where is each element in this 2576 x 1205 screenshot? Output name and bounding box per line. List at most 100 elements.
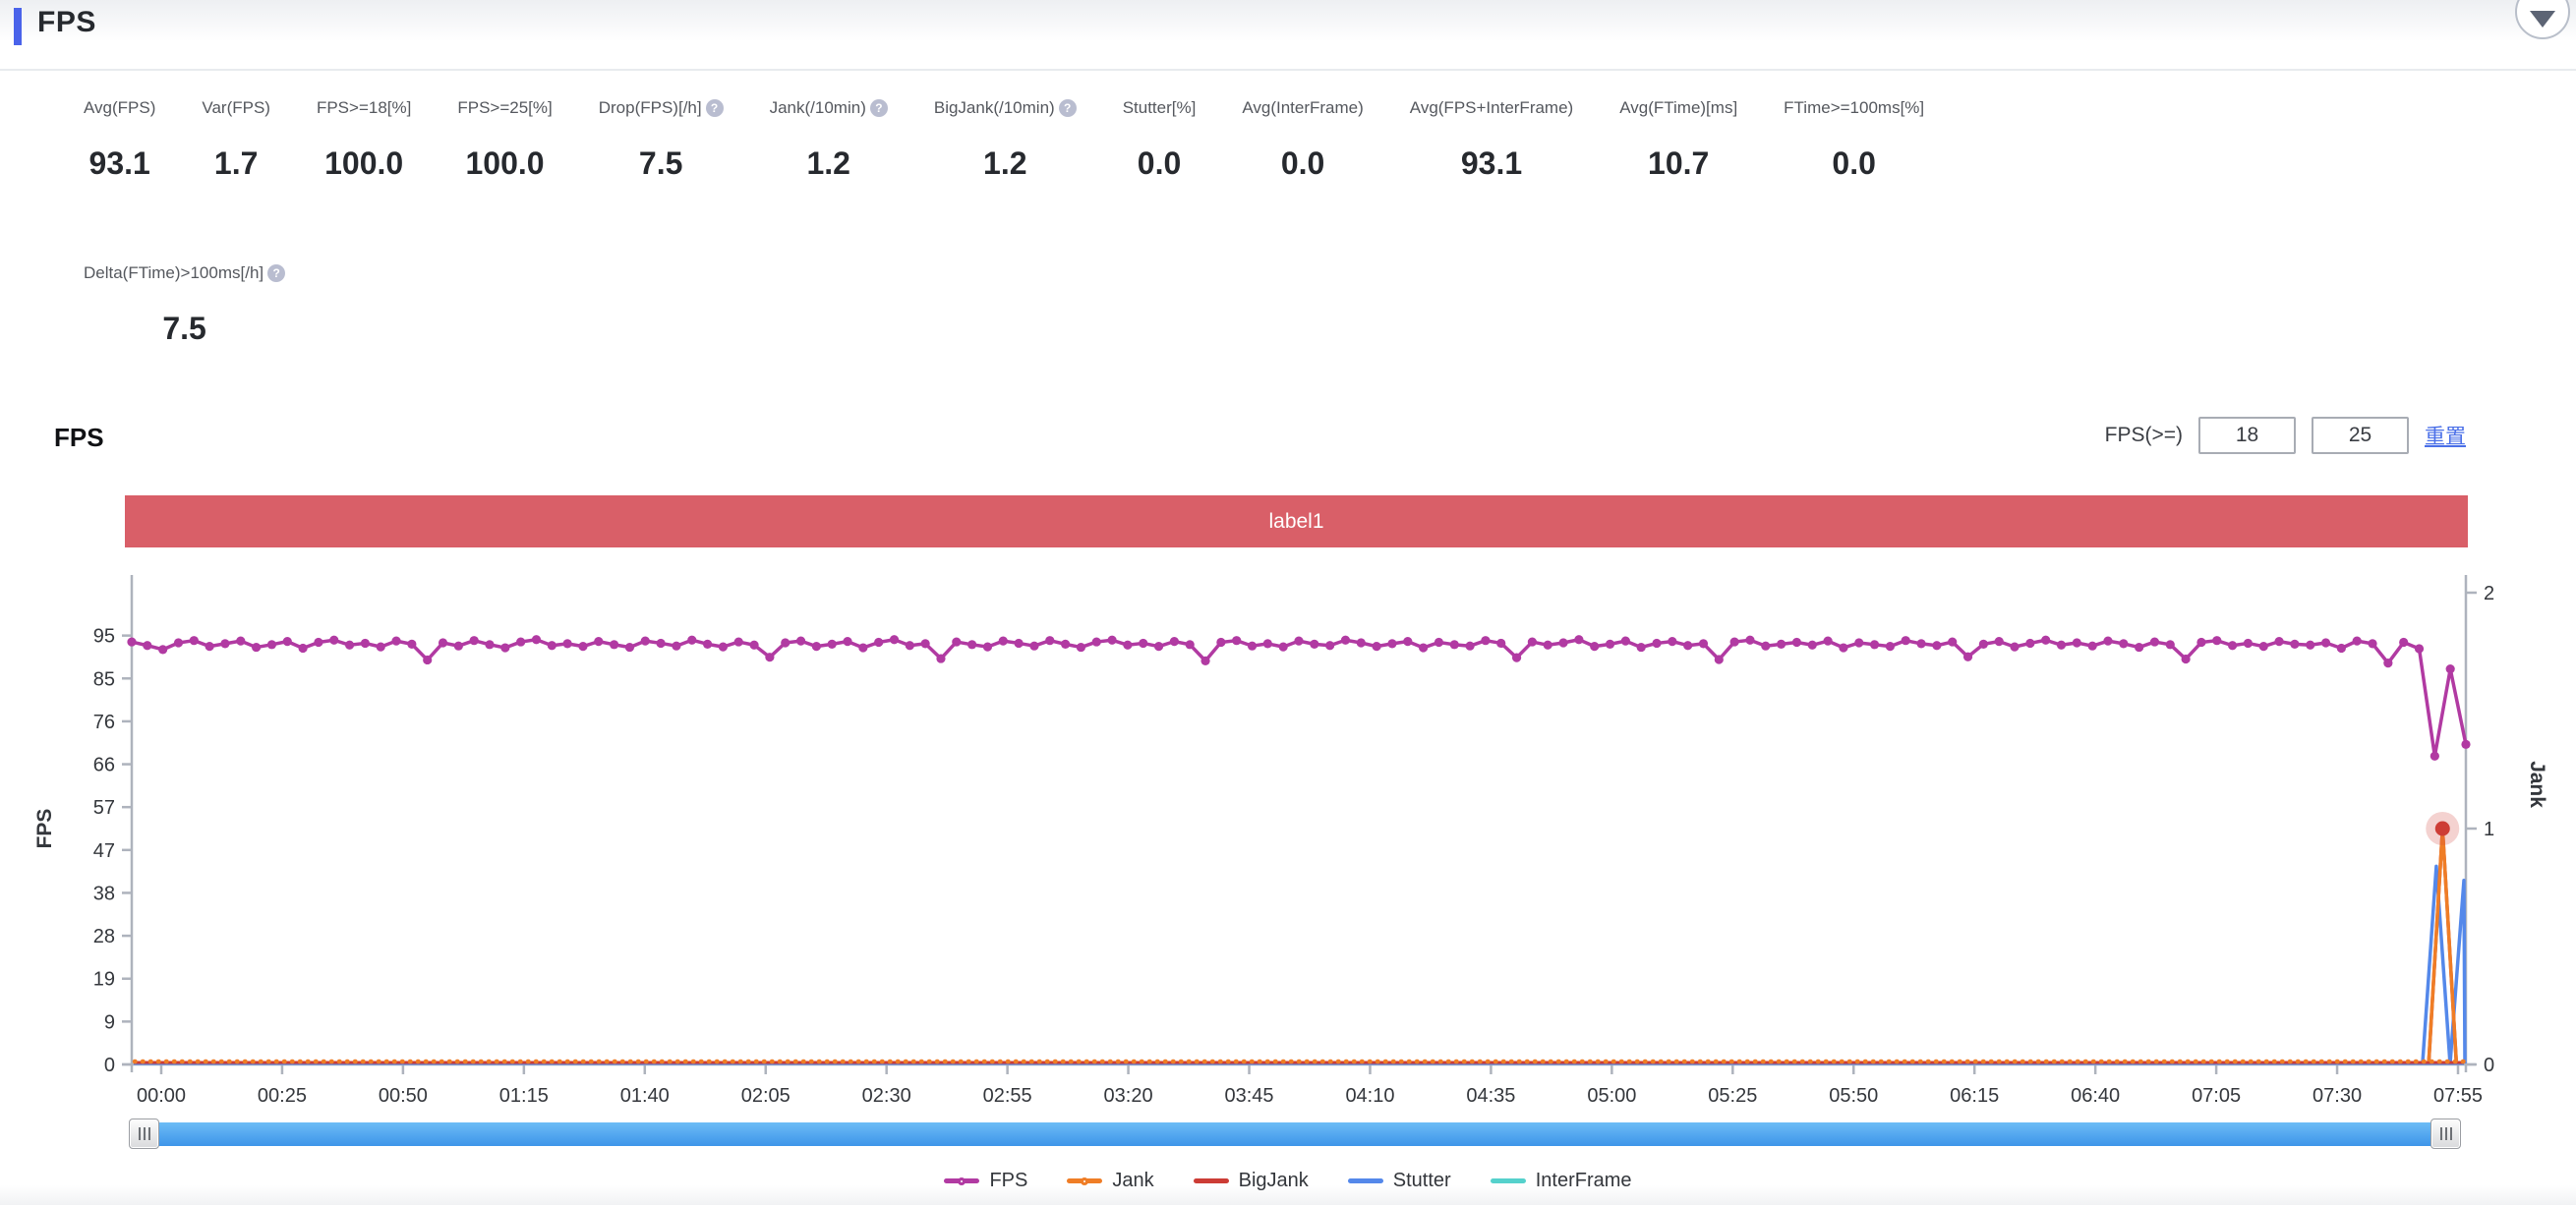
svg-text:03:20: 03:20 — [1104, 1085, 1153, 1107]
stat-value: 1.2 — [983, 145, 1027, 181]
legend-marker — [1067, 1176, 1103, 1185]
stat-value: 0.0 — [1137, 145, 1182, 181]
legend-item-jank[interactable]: Jank — [1067, 1170, 1154, 1192]
stat-item: Avg(FPS) 93.1 — [84, 98, 155, 182]
fps-line-chart[interactable]: 0 9 19 28 38 47 57 66 76 85 95 0 1 2 00:00 00:25 00:50 01… — [0, 570, 2576, 1119]
grip-icon — [2444, 1127, 2447, 1140]
grip-icon — [143, 1127, 146, 1140]
svg-text:04:35: 04:35 — [1466, 1085, 1515, 1107]
svg-text:00:50: 00:50 — [379, 1085, 428, 1107]
legend-marker — [1490, 1178, 1526, 1183]
legend-item-stutter[interactable]: Stutter — [1347, 1170, 1451, 1192]
stat-item: FTime>=100ms[%] 0.0 — [1784, 98, 1924, 182]
stat-value: 1.7 — [213, 145, 259, 181]
legend-dot — [958, 1176, 966, 1185]
svg-text:07:55: 07:55 — [2433, 1085, 2483, 1107]
stat-label: Avg(FTime)[ms] — [1619, 98, 1738, 117]
svg-text:1: 1 — [2484, 819, 2494, 840]
reset-link[interactable]: 重置 — [2425, 426, 2466, 448]
legend-marker — [944, 1176, 980, 1185]
section-title: FPS — [37, 6, 96, 38]
fps-threshold-controls: FPS(>=) 重置 — [2105, 417, 2466, 454]
svg-text:47: 47 — [93, 840, 115, 862]
legend-item-bigjank[interactable]: BigJank — [1193, 1170, 1309, 1192]
legend-label: Stutter — [1392, 1170, 1451, 1191]
bottom-gradient — [0, 1185, 2576, 1205]
stat-item: Avg(FTime)[ms] 10.7 — [1619, 98, 1737, 182]
chart-title: FPS — [54, 423, 104, 452]
stat-label: Var(FPS) — [202, 98, 270, 117]
svg-text:04:10: 04:10 — [1345, 1085, 1394, 1107]
svg-text:38: 38 — [93, 883, 115, 904]
stat-value: 0.0 — [1832, 145, 1876, 181]
svg-text:95: 95 — [93, 626, 115, 648]
svg-text:9: 9 — [104, 1011, 115, 1033]
svg-text:02:05: 02:05 — [741, 1085, 790, 1107]
legend-label: BigJank — [1238, 1170, 1309, 1191]
stat-item: Stutter[%] 0.0 — [1123, 98, 1197, 182]
stat-label: FTime>=100ms[%] — [1784, 98, 1925, 117]
svg-text:19: 19 — [93, 969, 115, 991]
svg-text:06:40: 06:40 — [2071, 1085, 2120, 1107]
stat-label: FPS>=18[%] — [316, 98, 412, 117]
help-icon[interactable]: ? — [1058, 99, 1077, 117]
stat-item: Avg(FPS+InterFrame) 93.1 — [1410, 98, 1573, 182]
stat-value: 93.1 — [88, 145, 150, 181]
fps-threshold-input-high[interactable] — [2312, 417, 2409, 454]
stat-item: Jank(/10min)? 1.2 — [770, 98, 888, 182]
svg-text:07:05: 07:05 — [2192, 1085, 2241, 1107]
svg-text:Jank: Jank — [2526, 761, 2548, 808]
stat-item: FPS>=18[%] 100.0 — [317, 98, 411, 182]
stat-label: Avg(FPS+InterFrame) — [1409, 98, 1574, 117]
stat-item: Var(FPS) 1.7 — [202, 98, 270, 182]
legend-label: InterFrame — [1535, 1170, 1632, 1191]
help-icon[interactable]: ? — [705, 99, 724, 117]
svg-text:66: 66 — [93, 755, 115, 776]
svg-text:0: 0 — [2484, 1055, 2494, 1076]
scrollbar-track[interactable] — [144, 1122, 2446, 1146]
stat-value: 100.0 — [465, 145, 545, 181]
stats-row-primary: Avg(FPS) 93.1 Var(FPS) 1.7 FPS>=18[%] 100.0 FP… — [84, 98, 1924, 182]
section-accent-bar — [14, 8, 22, 45]
stat-item: Avg(InterFrame) 0.0 — [1242, 98, 1363, 182]
stat-value: 7.5 — [162, 311, 206, 346]
scrollbar-right-handle[interactable] — [2430, 1119, 2461, 1149]
scrollbar-left-handle[interactable] — [129, 1119, 159, 1149]
collapse-button[interactable] — [2515, 0, 2570, 39]
svg-text:07:30: 07:30 — [2313, 1085, 2362, 1107]
stat-label: FPS>=25[%] — [457, 98, 553, 117]
stat-item: FPS>=25[%] 100.0 — [457, 98, 552, 182]
legend-item-interframe[interactable]: InterFrame — [1490, 1170, 1632, 1192]
legend-item-fps[interactable]: FPS — [944, 1170, 1027, 1192]
legend-marker — [1347, 1178, 1383, 1183]
stat-label: Stutter[%] — [1122, 98, 1197, 117]
legend-label: Jank — [1112, 1170, 1154, 1191]
legend-dot — [1081, 1176, 1089, 1185]
stat-label: Avg(InterFrame) — [1242, 98, 1364, 117]
stat-item: BigJank(/10min)? 1.2 — [934, 98, 1077, 182]
stat-item: Delta(FTime)>100ms[/h]? 7.5 — [84, 263, 286, 347]
stat-item: Drop(FPS)[/h]? 7.5 — [599, 98, 724, 182]
help-icon[interactable]: ? — [267, 264, 286, 282]
fps-threshold-input-low[interactable] — [2198, 417, 2296, 454]
stat-value: 100.0 — [324, 145, 404, 181]
svg-text:00:25: 00:25 — [258, 1085, 307, 1107]
svg-text:01:15: 01:15 — [499, 1085, 549, 1107]
help-icon[interactable]: ? — [869, 99, 888, 117]
stat-label: Avg(FPS) — [84, 98, 156, 117]
stat-label: Delta(FTime)>100ms[/h]? — [84, 263, 286, 283]
stat-label: BigJank(/10min)? — [934, 98, 1077, 118]
svg-text:2: 2 — [2484, 583, 2494, 604]
svg-text:28: 28 — [93, 926, 115, 947]
stats-row-secondary: Delta(FTime)>100ms[/h]? 7.5 — [84, 263, 286, 347]
svg-text:02:55: 02:55 — [983, 1085, 1032, 1107]
svg-text:06:15: 06:15 — [1950, 1085, 1999, 1107]
chart-header: FPS FPS(>=) 重置 — [0, 417, 2576, 464]
label-banner-text: label1 — [1268, 509, 1324, 533]
stat-value: 0.0 — [1280, 145, 1325, 181]
chevron-down-icon — [2530, 10, 2555, 28]
svg-text:00:00: 00:00 — [137, 1085, 186, 1107]
threshold-label: FPS(>=) — [2104, 424, 2183, 446]
svg-text:57: 57 — [93, 797, 115, 819]
